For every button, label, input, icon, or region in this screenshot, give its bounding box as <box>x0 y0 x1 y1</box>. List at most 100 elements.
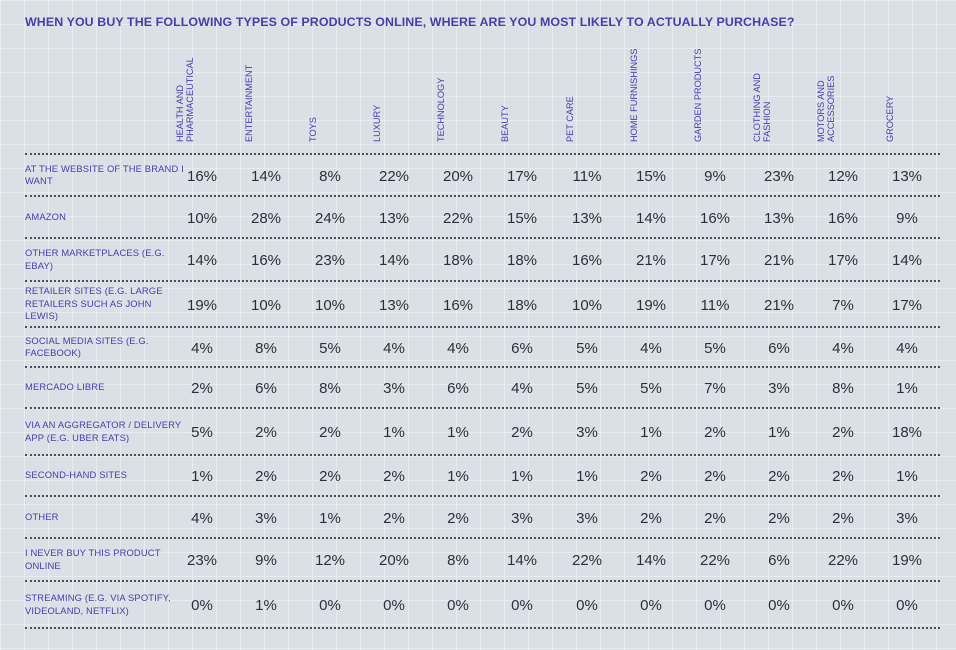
table-cell: 13% <box>571 209 603 227</box>
table-cell: 16% <box>186 167 218 185</box>
table-cell: 4% <box>896 339 918 357</box>
column-header-label: ENTERTAINMENT <box>244 64 254 142</box>
column-header: TOYS <box>300 40 360 146</box>
table-cell: 5% <box>576 339 598 357</box>
table-cell: 18% <box>442 252 474 269</box>
table-cell: 2% <box>255 468 277 485</box>
row-label: VIA AN AGGREGATOR / DELIVERY APP (E.G. U… <box>25 419 182 443</box>
table-cell: 4% <box>511 380 533 397</box>
row-label: SECOND-HAND SITES <box>25 469 128 480</box>
column-header-label: CLOTHING AND FASHION <box>752 73 772 142</box>
column-header: GROCERY <box>877 40 937 146</box>
table-cell: 2% <box>319 424 341 441</box>
table-cell: 2% <box>704 424 726 441</box>
table-cell: 0% <box>768 597 790 614</box>
table-cell: 3% <box>576 509 598 527</box>
table-cell: 5% <box>704 339 726 357</box>
table-cell: 8% <box>447 552 469 569</box>
table-cell: 11% <box>700 296 730 314</box>
table-cell: 23% <box>186 552 218 569</box>
table-cell: 8% <box>319 167 341 185</box>
table-cell: 2% <box>447 509 469 527</box>
table-cell: 24% <box>314 209 346 227</box>
table-cell: 17% <box>699 252 731 269</box>
table-cell: 6% <box>768 339 790 357</box>
table-cell: 1% <box>896 380 918 397</box>
table-cell: 5% <box>640 380 662 397</box>
table-cell: 0% <box>319 597 341 614</box>
row-label: OTHER <box>25 510 59 522</box>
table-cell: 4% <box>383 339 405 357</box>
table-cell: 3% <box>576 424 598 441</box>
table-cell: 2% <box>383 468 405 485</box>
table-cell: 10% <box>250 296 282 314</box>
column-header: LUXURY <box>364 40 424 146</box>
table-cell: 17% <box>506 167 538 185</box>
table-cell: 8% <box>255 339 277 357</box>
table-cell: 28% <box>250 209 282 227</box>
table-cell: 4% <box>191 339 213 357</box>
row-label: SOCIAL MEDIA SITES (E.G. FACEBOOK) <box>25 334 149 359</box>
table-cell: 2% <box>832 424 854 441</box>
column-header-label: HOME FURNISHINGS <box>629 48 639 142</box>
table-row: AMAZON 10% 28% 24% 13% 22% 15% 13% 14% 16% 13% 16% 9… <box>25 195 940 239</box>
row-label: STREAMING (E.G. VIA SPOTIFY, VIDEOLAND, … <box>25 592 171 616</box>
table-cell: 10% <box>314 296 346 314</box>
table-cell: 1% <box>191 468 213 485</box>
table-cell: 22% <box>442 209 474 227</box>
table-cell: 0% <box>191 597 213 614</box>
table-row: SECOND-HAND SITES 1% 2% 2% 2% 1% 1% 1% 2% 2% 2% 2% 1… <box>25 454 940 497</box>
table-cell: 14% <box>250 167 282 185</box>
table-cell: 1% <box>383 424 405 441</box>
row-label: MERCADO LIBRE <box>25 381 105 392</box>
column-header-label: GARDEN PRODUCTS <box>693 48 703 142</box>
table-cell: 16% <box>442 296 474 314</box>
table-cell: 12% <box>827 167 859 185</box>
table-cell: 15% <box>635 167 667 185</box>
table-cell: 19% <box>891 552 923 569</box>
table-cell: 3% <box>511 509 533 527</box>
table-cell: 1% <box>255 597 277 614</box>
chart-title: WHEN YOU BUY THE FOLLOWING TYPES OF PROD… <box>25 15 795 29</box>
table-cell: 19% <box>635 296 667 314</box>
table-row: MERCADO LIBRE 2% 6% 8% 3% 6% 4% 5% 5% 7% 3% 8% 1% <box>25 366 940 409</box>
table-row: I NEVER BUY THIS PRODUCT ONLINE 23% 9% 12% 2… <box>25 537 940 582</box>
table-cell: 0% <box>383 597 405 614</box>
column-header-label: HEALTH AND PHARMACEUTICAL <box>175 57 195 142</box>
column-header: PET CARE <box>557 40 617 146</box>
table-cell: 22% <box>827 552 859 569</box>
table-cell: 16% <box>250 252 282 269</box>
table-cell: 4% <box>640 339 662 357</box>
table-cell: 16% <box>571 252 603 269</box>
table-cell: 0% <box>447 597 469 614</box>
table-cell: 2% <box>704 509 726 527</box>
table-cell: 14% <box>635 209 667 227</box>
table-row: OTHER 4% 3% 1% 2% 2% 3% 3% 2% 2% 2% 2% 3% <box>25 495 940 539</box>
table-cell: 0% <box>704 597 726 614</box>
table-cell: 13% <box>763 209 795 227</box>
table-cell: 20% <box>378 552 410 569</box>
column-header: BEAUTY <box>492 40 552 146</box>
row-label: AT THE WEBSITE OF THE BRAND I WANT <box>25 162 184 187</box>
table-cell: 5% <box>319 339 341 357</box>
column-header-label: TECHNOLOGY <box>436 77 446 142</box>
table-cell: 6% <box>768 552 790 569</box>
table-cell: 6% <box>511 339 533 357</box>
table-cell: 13% <box>378 296 410 314</box>
column-header: CLOTHING AND FASHION <box>749 40 809 146</box>
table-cell: 8% <box>832 380 854 397</box>
table-bottom-rule <box>25 627 940 629</box>
table-cell: 1% <box>896 468 918 485</box>
table-cell: 2% <box>383 509 405 527</box>
table-cell: 18% <box>506 296 538 314</box>
column-header: TECHNOLOGY <box>428 40 488 146</box>
table-cell: 2% <box>704 468 726 485</box>
table-cell: 0% <box>896 597 918 614</box>
table-cell: 20% <box>442 167 474 185</box>
table-row: STREAMING (E.G. VIA SPOTIFY, VIDEOLAND, … <box>25 580 940 629</box>
table-cell: 4% <box>191 509 213 527</box>
table-cell: 17% <box>827 252 859 269</box>
table-cell: 8% <box>319 380 341 397</box>
row-label: RETAILER SITES (E.G. LARGE RETAILERS SUC… <box>25 285 163 321</box>
column-header: GARDEN PRODUCTS <box>685 40 745 146</box>
